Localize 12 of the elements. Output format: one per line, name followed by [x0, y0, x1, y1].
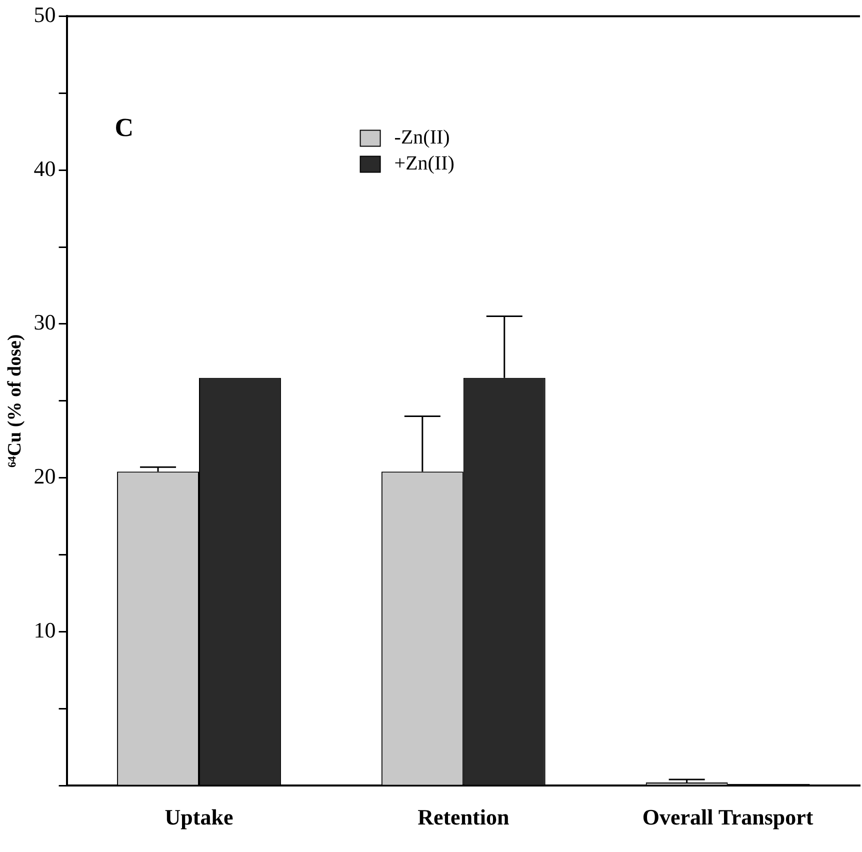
y-tick-label: 10 [34, 618, 56, 642]
legend-label: -Zn(II) [394, 126, 450, 148]
y-axis-title: ⁶⁴Cu (% of dose) [4, 334, 26, 468]
legend-label: +Zn(II) [394, 152, 454, 174]
annotation: C [114, 113, 134, 142]
x-tick-label: Uptake [164, 804, 234, 830]
y-tick-label: 50 [34, 2, 56, 27]
y-tick-label: 40 [34, 156, 56, 181]
x-tick-label: Overall Transport [642, 804, 814, 830]
y-tick-label: 30 [34, 310, 56, 335]
x-tick-label: Retention [418, 804, 510, 830]
y-tick-label: 20 [34, 464, 56, 489]
